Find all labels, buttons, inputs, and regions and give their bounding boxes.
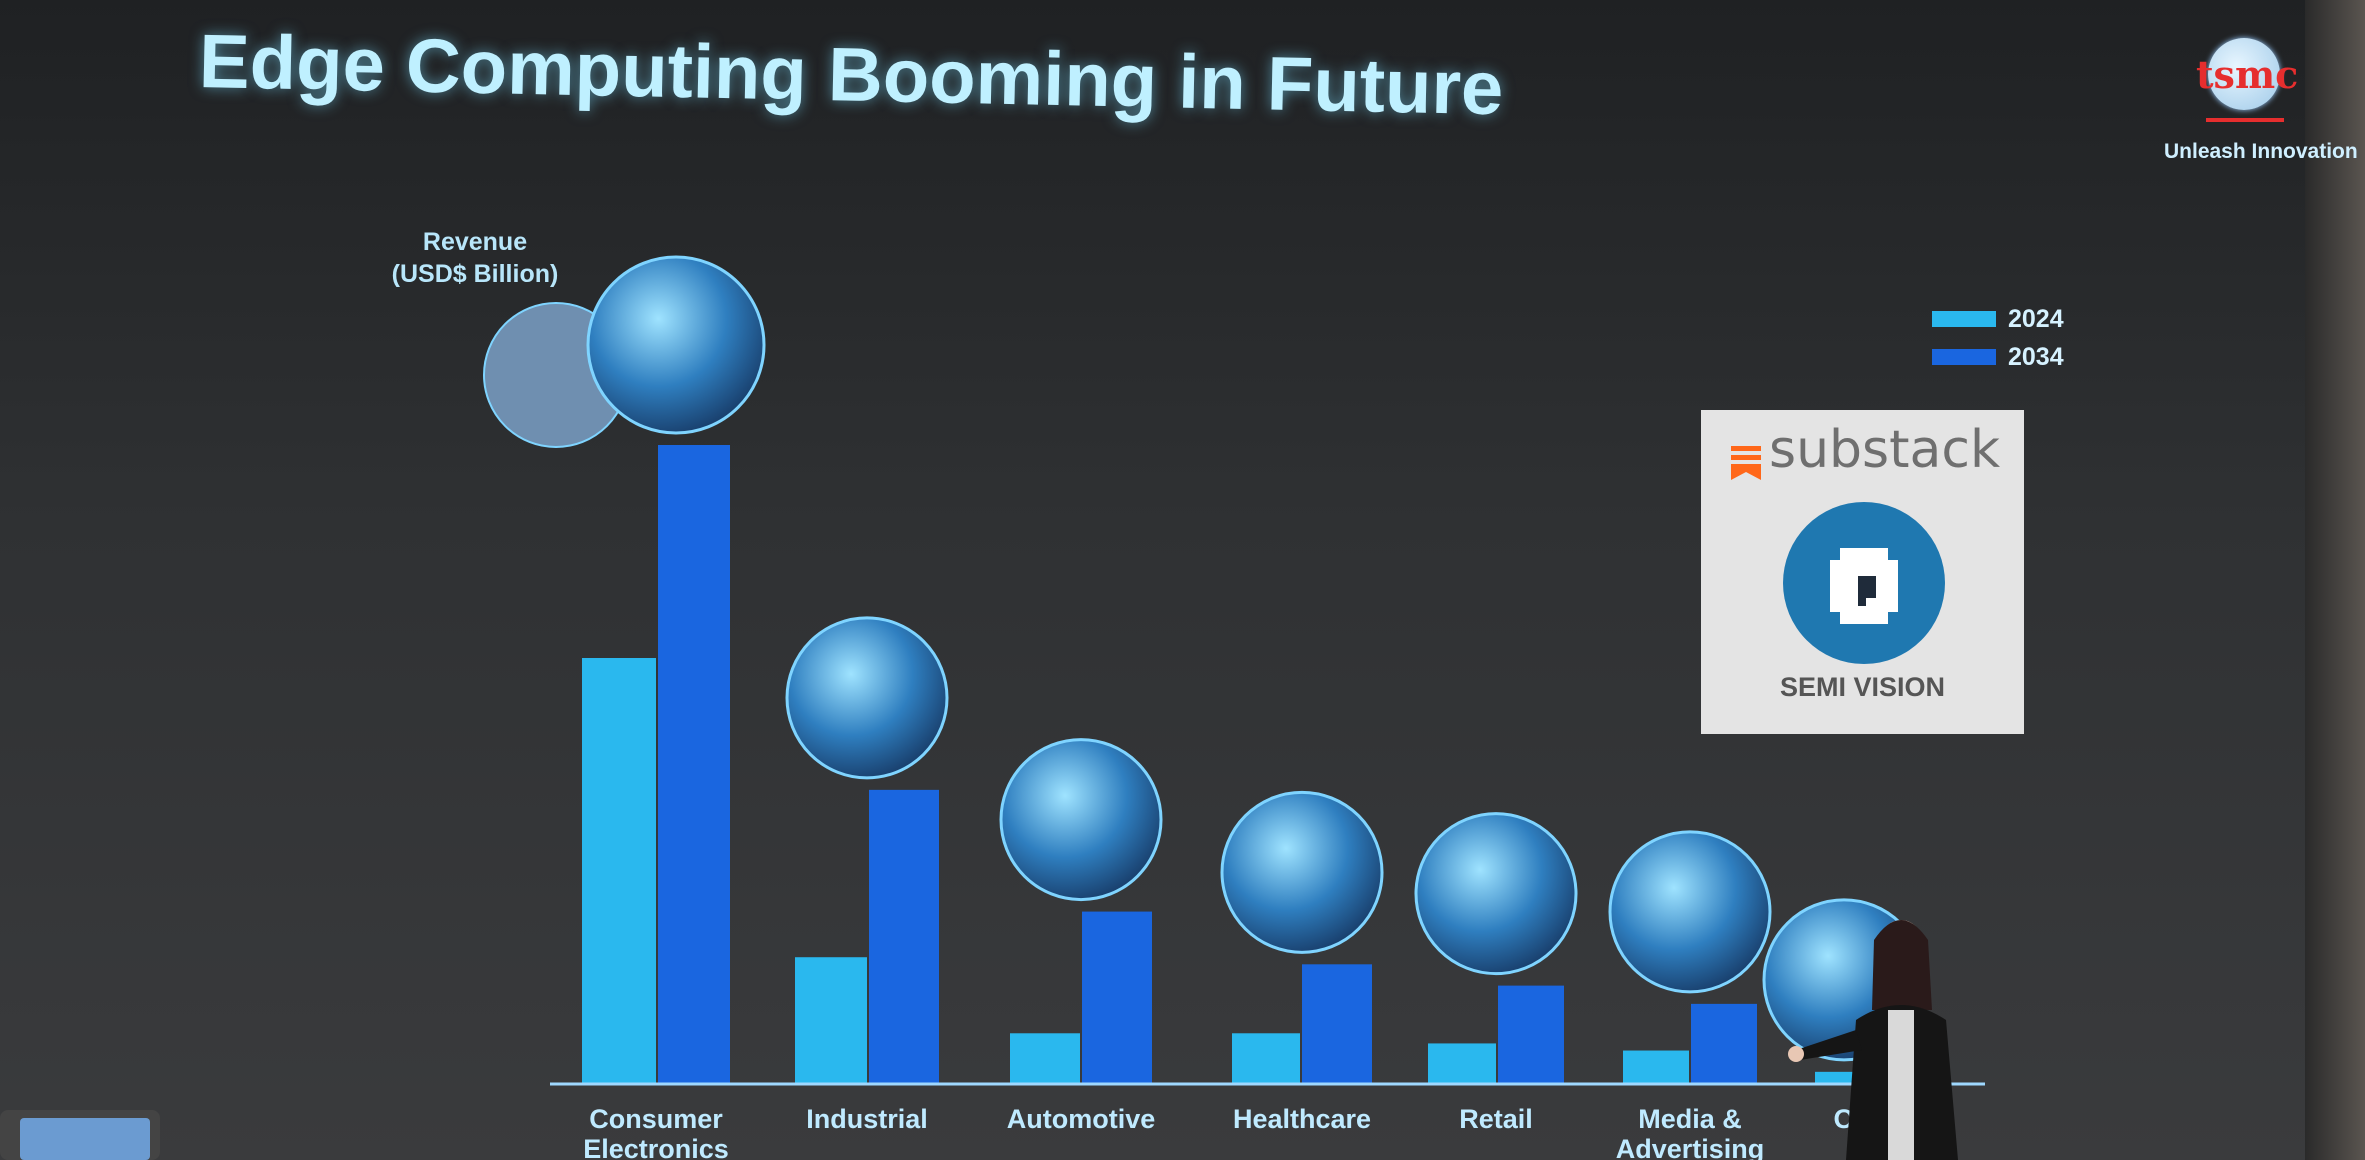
bar-2024 <box>795 957 867 1084</box>
semi-vision-chip-icon <box>1830 548 1898 624</box>
y-axis-label-line: Revenue <box>422 228 528 256</box>
presenter-figure <box>1788 920 1958 1160</box>
bar-2024 <box>1232 1033 1300 1084</box>
logo-wordmark: tsmc <box>2196 52 2299 97</box>
logo-globe-icon <box>2208 38 2280 110</box>
x-tick-label: Automotive <box>1007 1104 1156 1134</box>
category-illustration <box>999 738 1163 902</box>
bar-2024 <box>582 658 656 1084</box>
category-illustration <box>1220 790 1384 954</box>
bar-2024 <box>1623 1050 1689 1084</box>
bar-2034 <box>869 789 939 1084</box>
bar-2034 <box>1082 911 1152 1084</box>
x-tick-label: Retail <box>1459 1104 1533 1134</box>
x-tick-label: Media & Advertising <box>1616 1104 1765 1160</box>
substack-bookmark-icon <box>1731 446 1761 480</box>
legend-label: 2024 <box>2008 304 2064 333</box>
tsmc-logo: tsmc <box>2196 38 2298 126</box>
room-wall <box>2305 0 2365 1160</box>
x-tick-label: Industrial <box>806 1104 928 1134</box>
chart-legend: 2024 2034 <box>1932 300 2064 376</box>
logo-underline <box>2206 118 2284 122</box>
category-illustration <box>1414 812 1578 976</box>
bar-2034 <box>1691 1003 1757 1084</box>
bar-2034 <box>1302 964 1372 1084</box>
legend-label: 2034 <box>2008 342 2064 371</box>
legend-swatch <box>1932 311 1996 327</box>
legend-swatch <box>1932 349 1996 365</box>
substack-wordmark: substack <box>1769 420 2001 480</box>
semi-vision-text: SEMI VISION <box>1779 672 1946 702</box>
bar-2034 <box>658 445 730 1084</box>
category-illustration <box>1608 830 1772 994</box>
logo-tagline: Unleash Innovation <box>2164 140 2358 163</box>
bar-2034 <box>1498 985 1564 1084</box>
category-illustration <box>785 616 949 780</box>
legend-item-2024: 2024 <box>1932 300 2064 338</box>
audience-phone-screen <box>20 1118 150 1160</box>
x-tick-label: Healthcare <box>1233 1104 1371 1134</box>
substack-watermark: substack SEMI VISION <box>1701 410 2024 734</box>
y-axis-label-line: (USD$ Billion) <box>391 260 559 288</box>
y-axis-label: Revenue (USD$ Billion) <box>380 226 570 290</box>
bar-2024 <box>1010 1033 1080 1084</box>
category-illustration <box>586 255 766 435</box>
x-tick-label: Consumer Electronics <box>583 1104 729 1160</box>
bar-2024 <box>1428 1043 1496 1084</box>
legend-item-2034: 2034 <box>1932 338 2064 376</box>
